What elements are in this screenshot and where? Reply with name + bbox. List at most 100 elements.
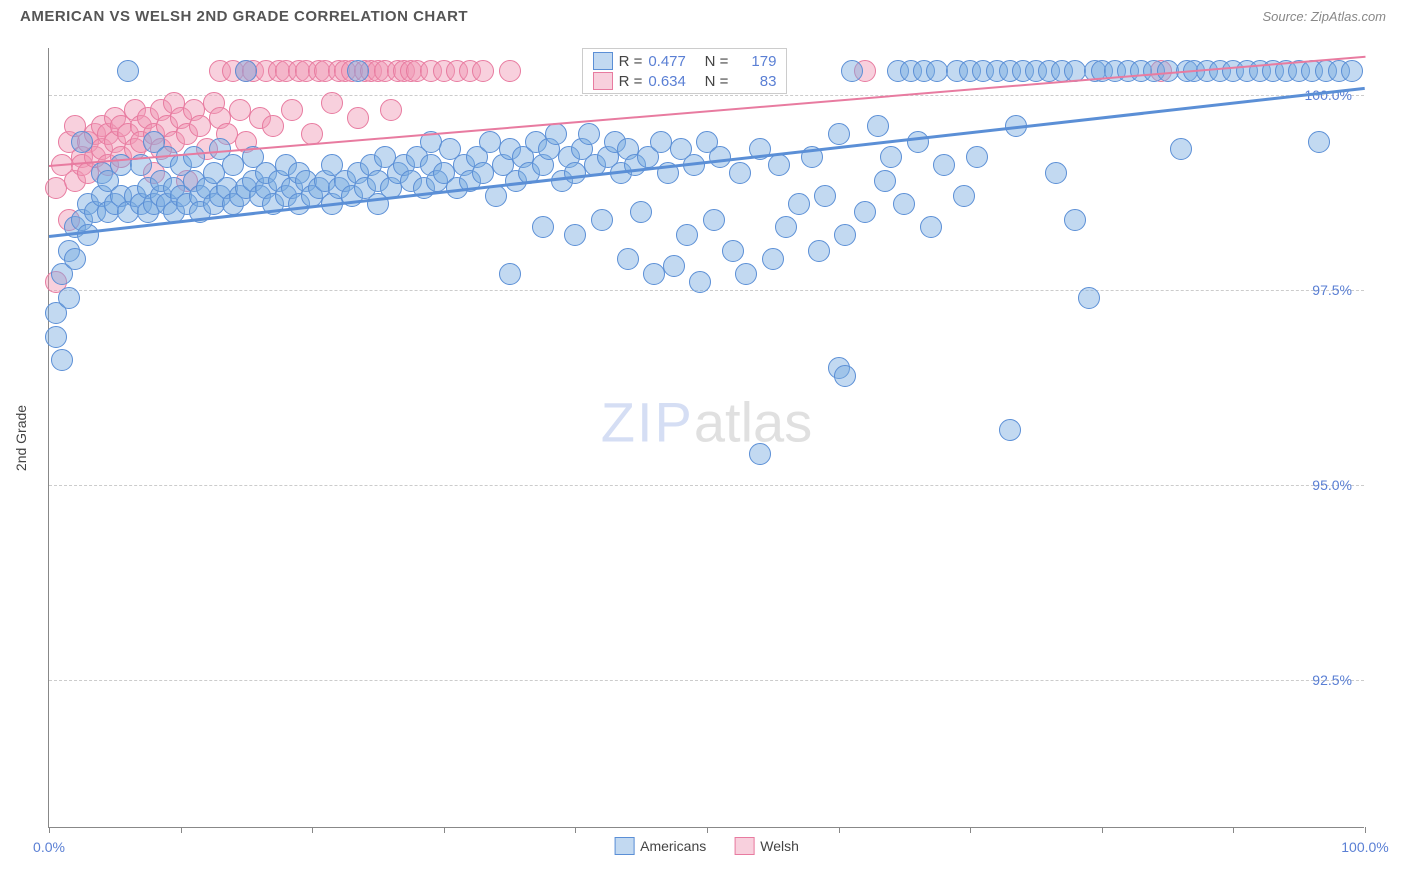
data-point (814, 185, 836, 207)
chart-header: AMERICAN VS WELSH 2ND GRADE CORRELATION … (0, 0, 1406, 29)
data-point (966, 146, 988, 168)
data-point (532, 216, 554, 238)
data-point (64, 248, 86, 270)
data-point (58, 287, 80, 309)
x-tick (444, 827, 445, 833)
data-point (564, 162, 586, 184)
data-point (77, 224, 99, 246)
x-tick-label: 0.0% (33, 839, 65, 855)
data-point (643, 263, 665, 285)
data-point (854, 201, 876, 223)
x-tick (49, 827, 50, 833)
plot-area: 2nd Grade ZIPatlas Americans Welsh 92.5%… (48, 48, 1364, 828)
data-point (485, 185, 507, 207)
x-tick (1233, 827, 1234, 833)
data-point (45, 177, 67, 199)
data-point (722, 240, 744, 262)
bottom-legend: Americans Welsh (614, 837, 799, 855)
x-tick (312, 827, 313, 833)
stats-legend: R = 0.477 N = 179R = 0.634 N = 83 (582, 48, 788, 94)
data-point (808, 240, 830, 262)
data-point (630, 201, 652, 223)
data-point (893, 193, 915, 215)
stats-legend-row: R = 0.477 N = 179 (583, 51, 787, 71)
legend-label-welsh: Welsh (760, 838, 799, 854)
chart-title: AMERICAN VS WELSH 2ND GRADE CORRELATION … (20, 8, 468, 25)
stats-swatch (593, 72, 613, 90)
data-point (874, 170, 896, 192)
stat-r-value: 0.477 (648, 53, 690, 70)
data-point (762, 248, 784, 270)
y-tick-label: 97.5% (1312, 282, 1352, 298)
data-point (617, 248, 639, 270)
data-point (867, 115, 889, 137)
data-point (117, 60, 139, 82)
data-point (183, 146, 205, 168)
x-tick (707, 827, 708, 833)
data-point (472, 162, 494, 184)
y-axis-label: 2nd Grade (13, 404, 29, 470)
data-point (499, 263, 521, 285)
data-point (933, 154, 955, 176)
data-point (591, 209, 613, 231)
data-point (229, 99, 251, 121)
data-point (834, 224, 856, 246)
data-point (834, 365, 856, 387)
data-point (1045, 162, 1067, 184)
stat-n-value: 179 (734, 53, 776, 70)
data-point (926, 60, 948, 82)
data-point (45, 326, 67, 348)
data-point (281, 99, 303, 121)
gridline (49, 485, 1364, 486)
legend-swatch-americans (614, 837, 634, 855)
data-point (1078, 287, 1100, 309)
data-point (545, 123, 567, 145)
stat-n-value: 83 (734, 73, 776, 90)
stat-n-label: N = (696, 53, 728, 70)
data-point (676, 224, 698, 246)
data-point (768, 154, 790, 176)
data-point (709, 146, 731, 168)
data-point (907, 131, 929, 153)
x-tick (970, 827, 971, 833)
data-point (729, 162, 751, 184)
data-point (578, 123, 600, 145)
data-point (380, 99, 402, 121)
legend-label-americans: Americans (640, 838, 706, 854)
watermark: ZIPatlas (601, 389, 812, 454)
stat-r-value: 0.634 (648, 73, 690, 90)
data-point (788, 193, 810, 215)
data-point (735, 263, 757, 285)
legend-swatch-welsh (734, 837, 754, 855)
data-point (1308, 131, 1330, 153)
data-point (189, 115, 211, 137)
data-point (953, 185, 975, 207)
data-point (71, 131, 93, 153)
data-point (841, 60, 863, 82)
stats-legend-row: R = 0.634 N = 83 (583, 71, 787, 91)
data-point (347, 107, 369, 129)
stat-n-label: N = (696, 73, 728, 90)
data-point (703, 209, 725, 231)
y-tick-label: 92.5% (1312, 672, 1352, 688)
stat-r-label: R = (619, 73, 643, 90)
data-point (650, 131, 672, 153)
data-point (479, 131, 501, 153)
x-tick (575, 827, 576, 833)
x-tick (1102, 827, 1103, 833)
data-point (235, 60, 257, 82)
data-point (321, 92, 343, 114)
data-point (1064, 209, 1086, 231)
chart-source: Source: ZipAtlas.com (1262, 9, 1386, 24)
data-point (222, 154, 244, 176)
stats-swatch (593, 52, 613, 70)
data-point (262, 115, 284, 137)
gridline (49, 680, 1364, 681)
data-point (499, 60, 521, 82)
data-point (775, 216, 797, 238)
legend-item-welsh: Welsh (734, 837, 799, 855)
data-point (663, 255, 685, 277)
x-tick (839, 827, 840, 833)
y-tick-label: 95.0% (1312, 477, 1352, 493)
x-tick (1365, 827, 1366, 833)
